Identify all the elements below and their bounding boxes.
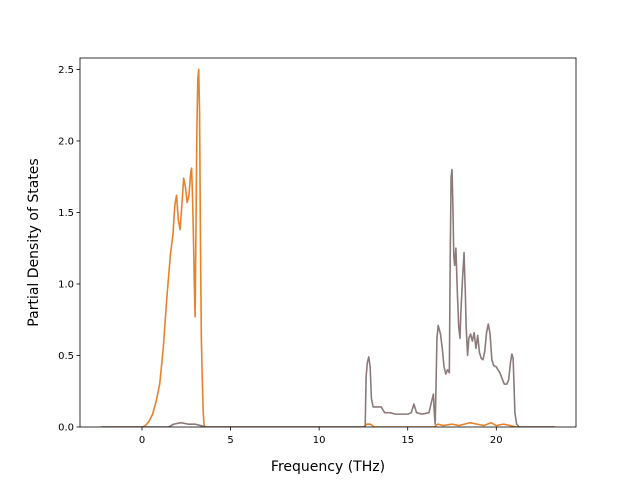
- series-line-1: [101, 68, 555, 427]
- x-axis-ticks: 0 5 10 15 20: [139, 427, 503, 446]
- x-axis-label: Frequency (THz): [271, 459, 385, 475]
- series-layer: [101, 68, 555, 427]
- x-tick-label: 15: [401, 435, 414, 446]
- x-tick-label: 10: [313, 435, 326, 446]
- y-tick-label: 0.5: [58, 351, 74, 362]
- x-tick-label: 0: [139, 435, 145, 446]
- y-axis-label: Partial Density of States: [26, 158, 42, 326]
- series-line-2: [101, 168, 555, 427]
- y-tick-label: 1.0: [58, 279, 74, 290]
- y-tick-label: 2.0: [58, 136, 74, 147]
- y-tick-label: 0.0: [58, 423, 74, 434]
- y-tick-label: 2.5: [58, 65, 74, 76]
- y-axis-ticks: 0.0 0.5 1.0 1.5 2.0 2.5: [58, 65, 80, 434]
- x-tick-label: 20: [490, 435, 503, 446]
- x-tick-label: 5: [227, 435, 233, 446]
- y-tick-label: 1.5: [58, 208, 74, 219]
- plot-frame: [79, 57, 577, 428]
